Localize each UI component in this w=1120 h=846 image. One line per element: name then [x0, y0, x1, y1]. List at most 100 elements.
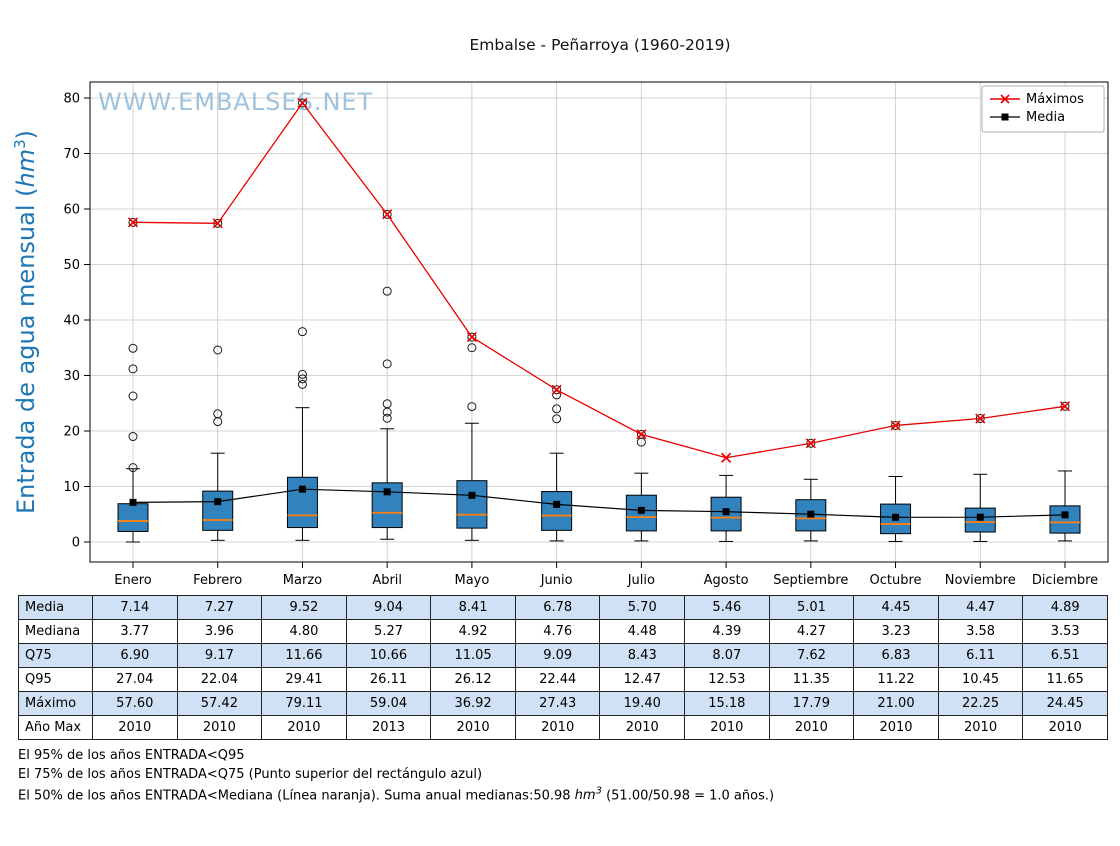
boxplot-chart: WWW.EMBALSES.NET 0 10 20 30 40 50 60 70 80 Enero Fe… [11, 81, 1109, 588]
cell-maximo-Febrero: 57.42 [176, 691, 263, 716]
cell-mediana-Febrero: 3.96 [176, 619, 263, 644]
note-mediana-sup: 3 [595, 786, 602, 797]
iqr-box [117, 503, 149, 532]
boxplot-Diciembre [1049, 401, 1081, 542]
cell-media-Diciembre: 4.89 [1022, 595, 1108, 620]
cell-anomax-Enero: 2010 [92, 715, 178, 740]
cell-q75-Noviembre: 6.11 [937, 643, 1024, 668]
outlier-circle [128, 343, 138, 353]
iqr-box [880, 503, 912, 535]
cell-q75-Febrero: 9.17 [176, 643, 263, 668]
outlier-circle [382, 209, 392, 219]
x-tick-label: Abril [372, 573, 402, 588]
y-tick-label: 20 [63, 425, 80, 440]
cell-q95-Enero: 27.04 [92, 667, 178, 692]
cell-q95-Julio: 12.47 [599, 667, 686, 692]
iqr-box [286, 476, 318, 529]
maximos-line [132, 101, 1066, 459]
note-q75: El 75% de los años ENTRADA<Q75 (Punto su… [18, 767, 483, 782]
cell-anomax-Octubre: 2010 [853, 715, 939, 740]
cell-mediana-Marzo: 4.80 [261, 619, 347, 644]
cell-maximo-Mayo: 36.92 [430, 691, 516, 716]
row-label-anomax: Año Max [18, 715, 93, 740]
legend-box [981, 85, 1105, 133]
table-row-maximo: Máximo 57.60 57.42 79.11 59.04 36.92 27.43 19.4… [18, 691, 1108, 716]
x-tick-label: Junio [540, 573, 573, 588]
x-tick-label: Septiembre [773, 573, 848, 588]
media-marker [637, 506, 645, 514]
cell-media-Julio: 5.70 [599, 595, 686, 620]
outlier-circle [467, 343, 477, 353]
row-label-q75: Q75 [18, 643, 93, 668]
media-marker [807, 510, 815, 518]
maximos-marker [297, 97, 308, 109]
outlier-circle [128, 364, 138, 374]
x-tick-label: Enero [114, 573, 152, 588]
cell-q75-Junio: 9.09 [514, 643, 601, 668]
outlier-circle [382, 413, 392, 423]
boxplot-Junio [541, 385, 573, 542]
outlier-circle [128, 432, 138, 442]
embalses-report-page: Embalse - Peñarroya (1960-2019) WWW.EMBA… [0, 36, 1120, 803]
cell-maximo-Agosto: 15.18 [684, 691, 770, 716]
maximos-marker [721, 452, 732, 463]
media-marker [468, 491, 476, 499]
outlier-circle [552, 390, 562, 400]
y-tick-label: 50 [63, 258, 80, 273]
watermark-text: WWW.EMBALSES.NET [98, 88, 373, 116]
cell-q75-Diciembre: 6.51 [1022, 643, 1108, 668]
cell-mediana-Octubre: 3.23 [853, 619, 939, 644]
cell-mediana-Mayo: 4.92 [430, 619, 516, 644]
cell-maximo-Septiembre: 17.79 [768, 691, 855, 716]
cell-anomax-Junio: 2010 [514, 715, 601, 740]
boxplot-Octubre [880, 420, 912, 542]
y-axis: 0 10 20 30 40 50 60 70 80 [63, 92, 90, 551]
cell-maximo-Noviembre: 22.25 [937, 691, 1024, 716]
outlier-circle [382, 399, 392, 409]
maximos-marker [890, 420, 901, 431]
maximos-marker [127, 217, 139, 228]
outlier-circle [382, 286, 392, 296]
maximos-marker [1059, 401, 1071, 412]
media-marker [383, 488, 391, 496]
cell-q75-Agosto: 8.07 [684, 643, 770, 668]
cell-media-Marzo: 9.52 [261, 595, 347, 620]
x-tick-label: Agosto [704, 573, 749, 588]
cell-anomax-Mayo: 2010 [430, 715, 516, 740]
cell-q75-Enero: 6.90 [92, 643, 178, 668]
cell-mediana-Diciembre: 3.53 [1022, 619, 1108, 644]
note-q95: El 95% de los años ENTRADA<Q95 [18, 748, 245, 763]
table-row-mediana: Mediana 3.77 3.96 4.80 5.27 4.92 4.76 4.48 4.39 4… [18, 619, 1108, 644]
table-row-q95: Q95 27.04 22.04 29.41 26.11 26.12 22.44 12.47 12… [18, 667, 1108, 692]
media-line [132, 488, 1066, 518]
cell-q75-Julio: 8.43 [599, 643, 686, 668]
stats-table: Media 7.14 7.27 9.52 9.04 8.41 6.78 5.70 5.46 5.0… [18, 595, 1108, 740]
cell-maximo-Octubre: 21.00 [853, 691, 939, 716]
legend-maximos-x-icon [1000, 94, 1010, 104]
outlier-circle [297, 369, 307, 379]
x-tick-label: Febrero [193, 573, 242, 588]
cell-media-Enero: 7.14 [92, 595, 178, 620]
cell-media-Agosto: 5.46 [684, 595, 770, 620]
cell-anomax-Julio: 2010 [599, 715, 686, 740]
cell-anomax-Abril: 2013 [345, 715, 432, 740]
cell-media-Septiembre: 5.01 [768, 595, 855, 620]
cell-q95-Diciembre: 11.65 [1022, 667, 1108, 692]
y-tick-label: 70 [63, 147, 80, 162]
cell-maximo-Enero: 57.60 [92, 691, 178, 716]
cell-maximo-Diciembre: 24.45 [1022, 691, 1108, 716]
outlier-circle [552, 414, 562, 424]
iqr-box [541, 491, 573, 531]
cell-q95-Junio: 22.44 [514, 667, 601, 692]
cell-q95-Septiembre: 11.35 [768, 667, 855, 692]
cell-mediana-Julio: 4.48 [599, 619, 686, 644]
outlier-circle [552, 404, 562, 414]
x-tick-label: Mayo [454, 573, 489, 588]
stats-table-body: Media 7.14 7.27 9.52 9.04 8.41 6.78 5.70 5.46 5.0… [18, 595, 1108, 740]
note-mediana: El 50% de los años ENTRADA<Mediana (Líne… [18, 786, 1120, 803]
boxplot-Abril [371, 209, 403, 540]
cell-mediana-Junio: 4.76 [514, 619, 601, 644]
y-tick-label: 60 [63, 203, 80, 218]
media-marker [722, 508, 730, 516]
cell-media-Octubre: 4.45 [853, 595, 939, 620]
